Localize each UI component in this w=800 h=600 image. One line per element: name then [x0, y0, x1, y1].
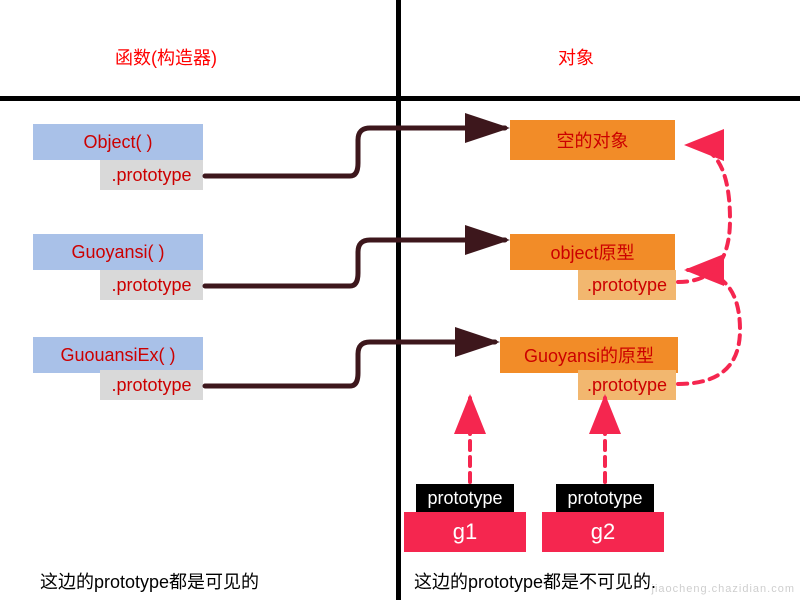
dashed-arrow-3: [678, 145, 730, 282]
dashed-arrow-2: [678, 270, 740, 384]
object-box-1: object原型: [510, 234, 675, 270]
constructor-proto-0: .prototype: [100, 160, 203, 190]
constructor-proto-1: .prototype: [100, 270, 203, 300]
instance-proto-0: prototype: [416, 484, 514, 512]
bottom-text-left: 这边的prototype都是可见的: [40, 568, 259, 594]
instance-box-1: g2: [542, 512, 664, 552]
object-box-0: 空的对象: [510, 120, 675, 160]
solid-arrow-2: [205, 342, 495, 386]
solid-arrow-1: [205, 240, 505, 286]
constructor-box-0: Object( ): [33, 124, 203, 160]
header-right: 对象: [558, 44, 594, 70]
constructor-box-2: GuouansiEx( ): [33, 337, 203, 373]
object-box-2: Guoyansi的原型: [500, 337, 678, 373]
solid-arrow-0: [205, 128, 505, 176]
instance-proto-1: prototype: [556, 484, 654, 512]
instance-box-0: g1: [404, 512, 526, 552]
watermark: jiaocheng.chazidian.com: [652, 583, 795, 595]
header-left: 函数(构造器): [115, 44, 217, 70]
horizontal-axis: [0, 96, 800, 101]
bottom-text-right: 这边的prototype都是不可见的.: [414, 568, 656, 594]
vertical-axis: [396, 0, 401, 600]
object-proto-2: .prototype: [578, 370, 676, 400]
constructor-proto-2: .prototype: [100, 370, 203, 400]
constructor-box-1: Guoyansi( ): [33, 234, 203, 270]
object-proto-1: .prototype: [578, 270, 676, 300]
